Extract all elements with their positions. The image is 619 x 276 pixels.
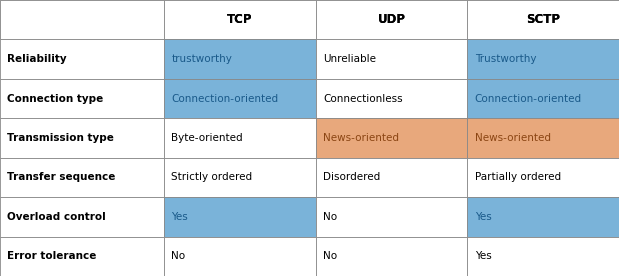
Text: TCP: TCP xyxy=(227,13,253,26)
Text: Error tolerance: Error tolerance xyxy=(7,251,97,261)
Text: Connectionless: Connectionless xyxy=(323,94,403,104)
Text: Unreliable: Unreliable xyxy=(323,54,376,64)
Text: Byte-oriented: Byte-oriented xyxy=(171,133,243,143)
Text: UDP: UDP xyxy=(378,13,405,26)
Bar xyxy=(316,158,467,197)
Bar xyxy=(316,39,467,79)
Bar xyxy=(164,197,316,237)
Bar xyxy=(0,39,164,79)
Bar xyxy=(0,197,164,237)
Text: Yes: Yes xyxy=(475,212,491,222)
Bar xyxy=(164,39,316,79)
Bar xyxy=(164,0,316,39)
Text: SCTP: SCTP xyxy=(526,13,560,26)
Bar xyxy=(316,0,467,39)
Bar xyxy=(316,237,467,276)
Text: No: No xyxy=(323,251,337,261)
Bar xyxy=(0,0,164,39)
Bar xyxy=(467,0,619,39)
Text: Strictly ordered: Strictly ordered xyxy=(171,172,253,182)
Text: Partially ordered: Partially ordered xyxy=(475,172,561,182)
Text: No: No xyxy=(323,212,337,222)
Bar xyxy=(164,237,316,276)
Bar xyxy=(467,79,619,118)
Text: Overload control: Overload control xyxy=(7,212,106,222)
Text: News-oriented: News-oriented xyxy=(323,133,399,143)
Bar xyxy=(316,197,467,237)
Text: trustworthy: trustworthy xyxy=(171,54,232,64)
Text: Yes: Yes xyxy=(171,212,188,222)
Bar xyxy=(467,197,619,237)
Text: Connection-oriented: Connection-oriented xyxy=(171,94,279,104)
Bar xyxy=(0,79,164,118)
Text: Disordered: Disordered xyxy=(323,172,380,182)
Text: Connection-oriented: Connection-oriented xyxy=(475,94,582,104)
Bar xyxy=(316,118,467,158)
Bar xyxy=(164,118,316,158)
Text: Reliability: Reliability xyxy=(7,54,67,64)
Bar xyxy=(0,0,164,39)
Bar xyxy=(0,158,164,197)
Text: UDP: UDP xyxy=(378,13,405,26)
Text: SCTP: SCTP xyxy=(526,13,560,26)
Text: Trustworthy: Trustworthy xyxy=(475,54,536,64)
Bar xyxy=(467,158,619,197)
Bar xyxy=(316,0,467,39)
Bar xyxy=(164,79,316,118)
Bar xyxy=(0,118,164,158)
Text: Yes: Yes xyxy=(475,251,491,261)
Bar xyxy=(0,237,164,276)
Bar xyxy=(467,0,619,39)
Bar xyxy=(316,79,467,118)
Text: Transmission type: Transmission type xyxy=(7,133,115,143)
Bar xyxy=(164,0,316,39)
Text: News-oriented: News-oriented xyxy=(475,133,551,143)
Bar xyxy=(467,237,619,276)
Bar xyxy=(467,118,619,158)
Text: Connection type: Connection type xyxy=(7,94,103,104)
Text: TCP: TCP xyxy=(227,13,253,26)
Bar xyxy=(467,39,619,79)
Text: No: No xyxy=(171,251,186,261)
Text: Transfer sequence: Transfer sequence xyxy=(7,172,116,182)
Bar xyxy=(164,158,316,197)
